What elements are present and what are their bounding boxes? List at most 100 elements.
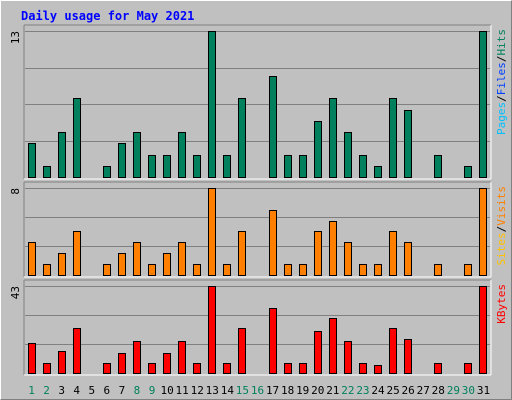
x-tick-label-day-12: 12 xyxy=(191,384,204,397)
legend-entry: KBytes xyxy=(495,284,508,324)
x-axis-labels: 1 2 3 4 5 6 7 8 9 10 11 12 13 14 15 16 17 18 19 20 21 22 23 24 2… xyxy=(28,384,490,397)
x-tick-label-day-30: 30 xyxy=(462,384,475,397)
chart-title: Daily usage for May 2021 xyxy=(21,9,194,23)
bar-visits-day-7 xyxy=(118,253,126,276)
x-tick-label-day-16: 16 xyxy=(251,384,264,397)
bar-hits-day-23 xyxy=(359,155,367,178)
bar-kbytes-day-21 xyxy=(329,318,337,374)
bar-hits-day-1 xyxy=(28,143,36,178)
x-tick-label-day-2: 2 xyxy=(43,384,50,397)
bar-hits-day-22 xyxy=(344,132,352,178)
legend-entry: Sites xyxy=(495,232,508,265)
bar-kbytes-day-4 xyxy=(73,328,81,374)
panel-background xyxy=(24,25,491,179)
bar-kbytes-day-30 xyxy=(464,363,472,374)
bar-visits-day-9 xyxy=(148,264,156,276)
bar-visits-day-15 xyxy=(238,231,246,276)
bar-kbytes-day-6 xyxy=(103,363,111,374)
x-tick-label-day-6: 6 xyxy=(104,384,111,397)
bar-visits-day-23 xyxy=(359,264,367,276)
x-tick-label-day-24: 24 xyxy=(371,384,385,397)
bar-kbytes-day-28 xyxy=(434,363,442,374)
y-max-label-kbytes: 43 xyxy=(9,286,22,299)
bar-visits-day-12 xyxy=(193,264,201,276)
chart-panels: 13 Pages/Files/Hits 8 Sites/Visits 43 KBytes xyxy=(9,24,508,376)
x-tick-label-day-22: 22 xyxy=(341,384,354,397)
bar-hits-day-4 xyxy=(73,98,81,178)
x-tick-label-day-13: 13 xyxy=(206,384,219,397)
bar-kbytes-day-25 xyxy=(389,328,397,374)
x-tick-label-day-5: 5 xyxy=(88,384,95,397)
bar-kbytes-day-18 xyxy=(284,363,292,374)
x-tick-label-day-1: 1 xyxy=(28,384,35,397)
bar-hits-day-30 xyxy=(464,166,472,178)
x-tick-label-day-17: 17 xyxy=(266,384,279,397)
x-tick-label-day-9: 9 xyxy=(149,384,156,397)
panel-kbytes: 43 KBytes xyxy=(9,279,508,376)
bar-kbytes-day-14 xyxy=(223,363,231,374)
legend-entry: Hits xyxy=(495,29,508,56)
bar-visits-day-1 xyxy=(28,242,36,276)
x-tick-label-day-4: 4 xyxy=(73,384,80,397)
bar-kbytes-day-22 xyxy=(344,341,352,374)
bar-hits-day-13 xyxy=(208,31,216,178)
bar-hits-day-10 xyxy=(163,155,171,178)
x-tick-label-day-25: 25 xyxy=(386,384,399,397)
x-tick-label-day-21: 21 xyxy=(326,384,339,397)
bar-visits-day-21 xyxy=(329,221,337,276)
bar-kbytes-day-26 xyxy=(404,339,412,374)
bar-visits-day-10 xyxy=(163,253,171,276)
bar-hits-day-2 xyxy=(43,166,51,178)
legend-entry: Pages xyxy=(495,102,508,135)
bar-visits-day-6 xyxy=(103,264,111,276)
bar-hits-day-18 xyxy=(284,155,292,178)
legend-entry: / xyxy=(495,226,508,233)
x-tick-label-day-18: 18 xyxy=(281,384,294,397)
bar-hits-day-17 xyxy=(269,76,277,178)
bar-hits-day-28 xyxy=(434,155,442,178)
bar-hits-day-12 xyxy=(193,155,201,178)
bar-visits-day-22 xyxy=(344,242,352,276)
bar-hits-day-11 xyxy=(178,132,186,178)
bar-visits-day-24 xyxy=(374,264,382,276)
y-max-label-visits: 8 xyxy=(9,188,22,195)
legend-entry: Visits xyxy=(495,186,508,226)
bar-visits-day-17 xyxy=(269,210,277,276)
y-max-label-hits: 13 xyxy=(9,31,22,44)
bar-visits-day-28 xyxy=(434,264,442,276)
x-tick-label-day-28: 28 xyxy=(432,384,445,397)
bar-hits-day-3 xyxy=(58,132,66,178)
bar-kbytes-day-12 xyxy=(193,363,201,374)
bar-hits-day-8 xyxy=(133,132,141,178)
panel-visits: 8 Sites/Visits xyxy=(9,181,508,278)
bar-kbytes-day-10 xyxy=(163,353,171,374)
x-tick-label-day-23: 23 xyxy=(356,384,369,397)
legend-visits: Sites/Visits xyxy=(495,186,508,266)
x-tick-label-day-26: 26 xyxy=(402,384,415,397)
bar-kbytes-day-19 xyxy=(299,363,307,374)
bar-hits-day-31 xyxy=(479,31,487,178)
x-tick-label-day-10: 10 xyxy=(160,384,173,397)
bar-visits-day-26 xyxy=(404,242,412,276)
x-tick-label-day-15: 15 xyxy=(236,384,249,397)
bar-visits-day-30 xyxy=(464,264,472,276)
legend-hits: Pages/Files/Hits xyxy=(495,29,508,135)
bar-kbytes-day-31 xyxy=(479,286,487,374)
bar-hits-day-7 xyxy=(118,143,126,178)
bar-hits-day-26 xyxy=(404,110,412,178)
bar-visits-day-8 xyxy=(133,242,141,276)
panel-hits: 13 Pages/Files/Hits xyxy=(9,24,508,180)
panel-background xyxy=(24,182,491,277)
x-tick-label-day-8: 8 xyxy=(134,384,141,397)
bar-visits-day-4 xyxy=(73,231,81,276)
bar-kbytes-day-11 xyxy=(178,341,186,374)
bar-hits-day-9 xyxy=(148,155,156,178)
bar-kbytes-day-15 xyxy=(238,328,246,374)
x-tick-label-day-27: 27 xyxy=(417,384,430,397)
bar-visits-day-3 xyxy=(58,253,66,276)
bar-hits-day-6 xyxy=(103,166,111,178)
bar-kbytes-day-2 xyxy=(43,363,51,374)
bar-kbytes-day-7 xyxy=(118,353,126,374)
